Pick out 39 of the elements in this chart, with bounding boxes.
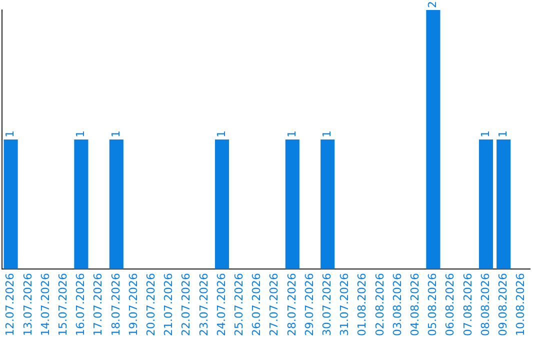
x-tick-label: 31.07.2026	[338, 273, 352, 336]
x-tick-label: 10.08.2026	[514, 273, 528, 336]
data-label: 1	[74, 130, 88, 138]
data-label: 1	[320, 130, 334, 138]
data-label: 1	[496, 130, 510, 138]
x-tick-label: 19.07.2026	[126, 273, 140, 336]
x-tick-label: 07.08.2026	[461, 273, 474, 336]
x-tick-label: 22.07.2026	[180, 273, 193, 336]
x-tick-label: 24.07.2026	[214, 273, 228, 336]
x-tick-label: 28.07.2026	[285, 273, 298, 336]
x-tick-label: 18.07.2026	[109, 273, 122, 336]
x-tick-label: 05.08.2026	[426, 273, 440, 336]
x-tick-label: 27.07.2026	[268, 273, 281, 336]
x-tick-label: 01.08.2026	[356, 273, 369, 336]
data-label: 1	[4, 130, 17, 138]
x-tick-label: 25.07.2026	[232, 273, 246, 336]
data-label: 1	[285, 130, 298, 138]
x-tick-label: 15.07.2026	[56, 273, 70, 336]
x-tick-label: 08.08.2026	[478, 273, 492, 336]
data-label: 1	[109, 130, 122, 138]
x-tick-label: 04.08.2026	[408, 273, 422, 336]
x-tick-label: 29.07.2026	[302, 273, 316, 336]
data-label: 2	[426, 1, 440, 8]
data-label: 1	[214, 130, 228, 138]
x-tick-label: 16.07.2026	[74, 273, 88, 336]
x-tick-label: 21.07.2026	[162, 273, 176, 336]
x-tick-label: 13.07.2026	[21, 273, 34, 336]
x-tick-label: 09.08.2026	[496, 273, 510, 336]
x-tick-label: 12.07.2026	[4, 273, 17, 336]
x-tick-label: 23.07.2026	[197, 273, 210, 336]
x-tick-label: 06.08.2026	[444, 273, 457, 336]
x-tick-label: 30.07.2026	[320, 273, 334, 336]
x-tick-label: 14.07.2026	[38, 273, 52, 336]
data-label: 1	[478, 130, 492, 138]
x-tick-label: 17.07.2026	[92, 273, 105, 336]
x-tick-label: 26.07.2026	[250, 273, 264, 336]
x-tick-label: 02.08.2026	[373, 273, 386, 336]
x-tick-label: 03.08.2026	[390, 273, 404, 336]
x-tick-label: 20.07.2026	[144, 273, 158, 336]
